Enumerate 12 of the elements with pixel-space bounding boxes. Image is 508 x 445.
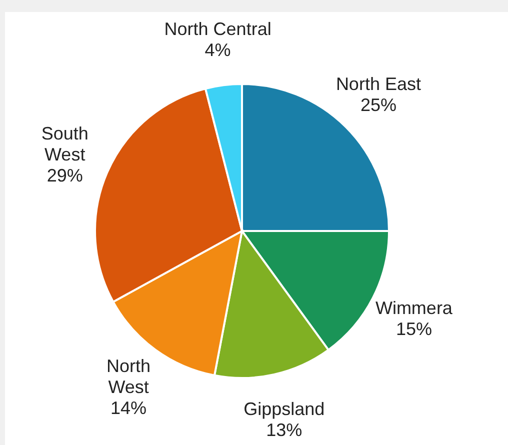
data-label: 25% — [360, 95, 396, 116]
slice-label: South West — [41, 123, 88, 164]
data-label: 14% — [110, 398, 147, 418]
slice-label: North Central — [164, 19, 272, 40]
slice-label: Wimmera — [375, 298, 454, 318]
slice-label: North West — [106, 356, 151, 398]
data-label: 15% — [396, 319, 432, 340]
slice-label: Gippsland — [244, 398, 325, 419]
data-label: 29% — [46, 165, 83, 186]
data-label: 13% — [266, 420, 302, 440]
slice-label: North East — [336, 74, 421, 94]
data-label: 4% — [204, 40, 231, 60]
